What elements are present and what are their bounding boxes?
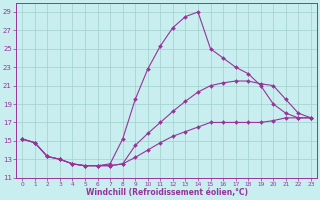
X-axis label: Windchill (Refroidissement éolien,°C): Windchill (Refroidissement éolien,°C) [85, 188, 248, 197]
